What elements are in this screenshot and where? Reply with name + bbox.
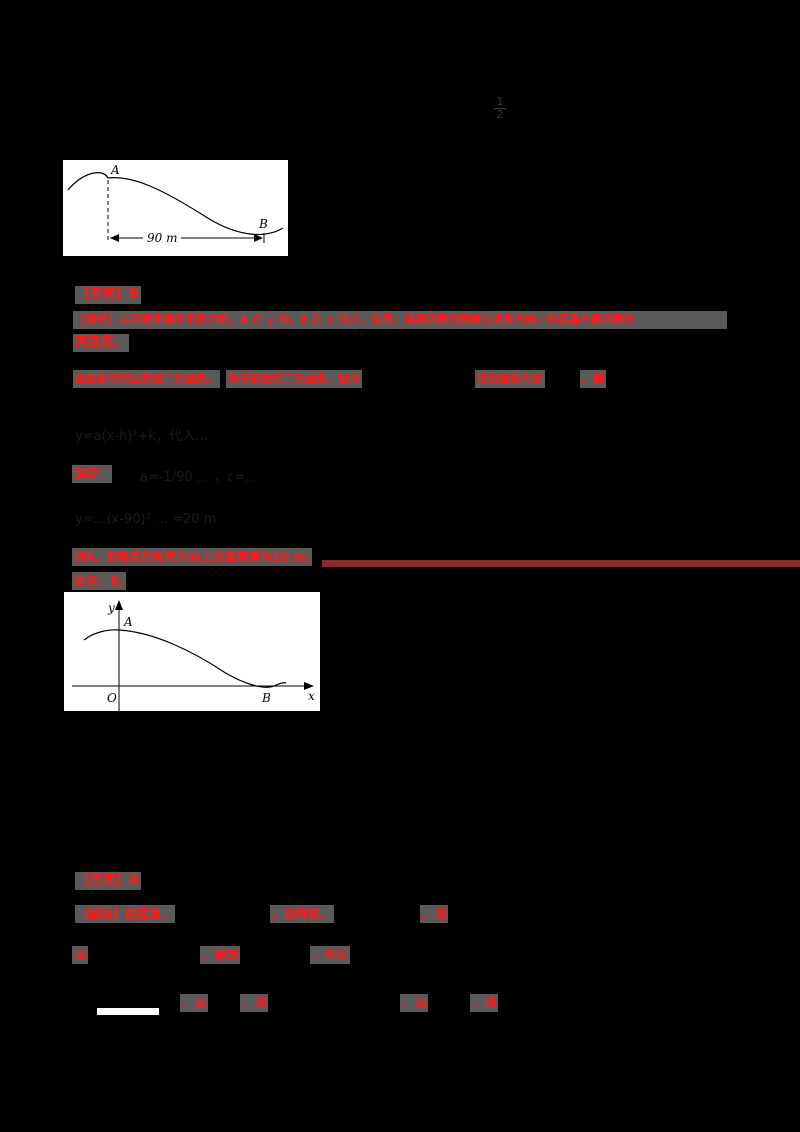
analysis-2-line3-b: ，则 bbox=[240, 994, 269, 1012]
analysis-1-line4: a=-1/90 … ，c=… bbox=[140, 470, 259, 485]
point-a-label: A bbox=[110, 163, 120, 177]
point-b-label: B bbox=[258, 217, 268, 231]
analysis-2-line2-end: ，所以 bbox=[310, 946, 351, 964]
analysis-2-mid: ，由导数， bbox=[270, 905, 335, 923]
analysis-2-prefix: 【解析】由题意， bbox=[75, 905, 176, 923]
origin-label: O bbox=[107, 691, 117, 705]
analysis-2-line3-d: ，则 bbox=[470, 994, 499, 1012]
point-b-label: B bbox=[261, 691, 271, 705]
analysis-1-line2-c: 结合图象可知 bbox=[475, 370, 545, 388]
analysis-1-line1-end: 高度差。 bbox=[73, 334, 130, 352]
analysis-1-line2-b: 将平移后的二次函数，设为 bbox=[226, 370, 362, 388]
analysis-1-line1: 【解析】以函数图像的平移为例，A 在 y 轴，B 在 x 轴上，如图，得到函数的… bbox=[73, 311, 727, 329]
analysis-1-line2-a: 由图象可知函数是二次函数， bbox=[73, 370, 220, 388]
analysis-2-end: ，则 bbox=[420, 905, 449, 923]
answer-1-label: 【答案】B bbox=[75, 286, 141, 304]
fraction-numerator: 1 bbox=[496, 95, 504, 108]
coordinate-curve-diagram: y x O A B bbox=[72, 600, 315, 711]
top-fraction: 1 2 bbox=[494, 96, 506, 121]
fraction-denominator: 2 bbox=[496, 108, 504, 121]
answer-1-choice: 故选：B. bbox=[72, 572, 126, 590]
answer-2-label: 【答案】A bbox=[75, 872, 142, 890]
point-a-label: A bbox=[123, 615, 133, 629]
figure-coordinate-hill: y x O A B bbox=[64, 592, 320, 711]
analysis-1-solve-label: 解得： bbox=[72, 465, 113, 483]
analysis-2-line2-prefix: 由 bbox=[72, 946, 89, 964]
analysis-1-line5: y=…(x-90)² … =20 m. bbox=[75, 512, 221, 527]
fraction-bar bbox=[494, 108, 506, 109]
y-axis-label: y bbox=[107, 601, 115, 615]
analysis-1-line3: y=a(x-h)²+k，代入… bbox=[75, 429, 208, 444]
distance-label: 90 m bbox=[147, 231, 177, 245]
analysis-2-line2-mid: ，得到 bbox=[200, 946, 241, 964]
analysis-2-line3-a: ，由 bbox=[180, 994, 209, 1012]
divider-rule bbox=[322, 560, 800, 567]
analysis-2-line3-c: ，由 bbox=[400, 994, 429, 1012]
analysis-1-line2-d: ，则 bbox=[580, 370, 606, 388]
figure-hill-90m: A B 90 m bbox=[63, 160, 288, 256]
x-axis-label: x bbox=[308, 689, 315, 703]
hill-curve-diagram: A B 90 m bbox=[67, 163, 284, 245]
underline-bar bbox=[97, 1008, 159, 1015]
analysis-1-conclusion: 则A，B两点在竖直方向上的高度差为20 m. bbox=[72, 548, 313, 566]
